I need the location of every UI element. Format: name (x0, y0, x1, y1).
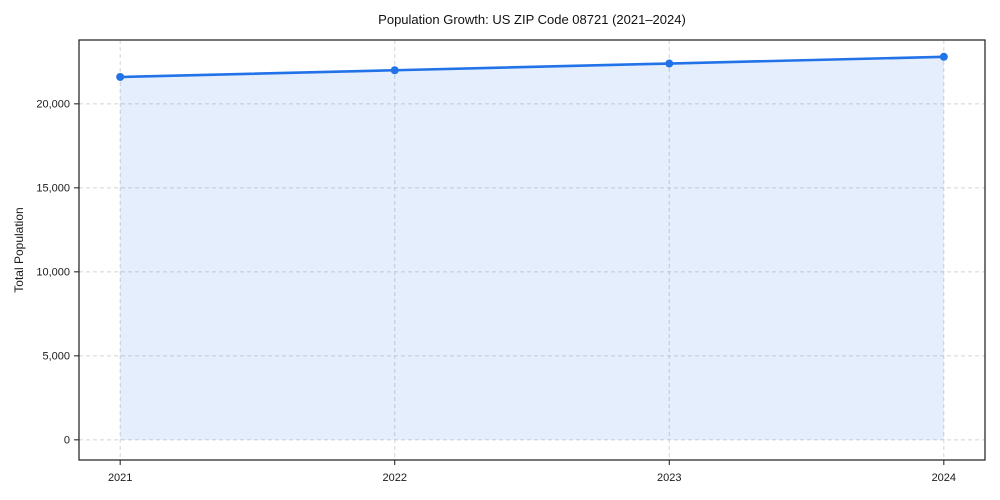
chart-title: Population Growth: US ZIP Code 08721 (20… (378, 12, 686, 27)
data-point-2021 (116, 72, 125, 81)
x-tick-label: 2024 (932, 472, 956, 484)
y-tick-label: 5,000 (42, 351, 70, 363)
data-point-2022 (390, 66, 399, 75)
plot-border (78, 39, 986, 461)
x-tick-label: 2022 (382, 472, 406, 484)
area-fill (120, 56, 944, 440)
trend-line (118, 55, 946, 79)
y-tick-label: 0 (64, 435, 70, 447)
data-point-2024 (939, 52, 948, 61)
data-point-2023 (665, 59, 674, 68)
y-tick-label: 10,000 (36, 267, 70, 279)
x-tick-label: 2021 (108, 472, 132, 484)
y-tick-label: 15,000 (36, 183, 70, 195)
y-tick-label: 20,000 (36, 99, 70, 111)
x-tick-label: 2023 (657, 472, 681, 484)
